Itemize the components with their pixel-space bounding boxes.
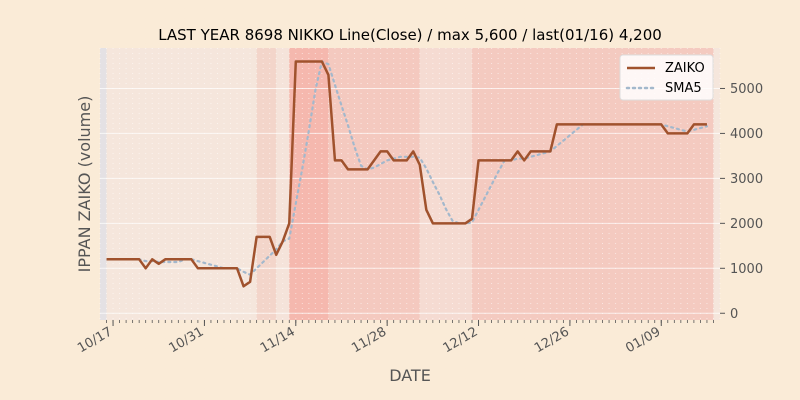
legend: ZAIKO SMA5 [619,54,714,101]
shaded-span [256,48,277,320]
chart-title: LAST YEAR 8698 NIKKO Line(Close) / max 5… [158,26,662,44]
series-line-zaiko [106,60,707,288]
y-tick-label: 4000 [730,127,763,142]
shaded-span [100,48,107,320]
legend-box [619,54,714,101]
y-tick-label: 0 [730,307,738,322]
y-axis-label: IPPAN ZAIKO (volume) [75,96,94,273]
legend-zaiko-label: ZAIKO [665,61,705,76]
y-tick-label: 2000 [730,217,763,232]
x-axis-label: DATE [389,366,431,385]
legend-sma5-label: SMA5 [665,81,702,96]
y-tick-label: 3000 [730,172,763,187]
grid-layer [99,48,721,320]
y-tick-label: 5000 [730,82,763,97]
shaded-span [713,48,720,320]
y-tick-label: 1000 [730,262,763,277]
shaded-span [106,48,257,320]
series-layer [106,60,709,288]
